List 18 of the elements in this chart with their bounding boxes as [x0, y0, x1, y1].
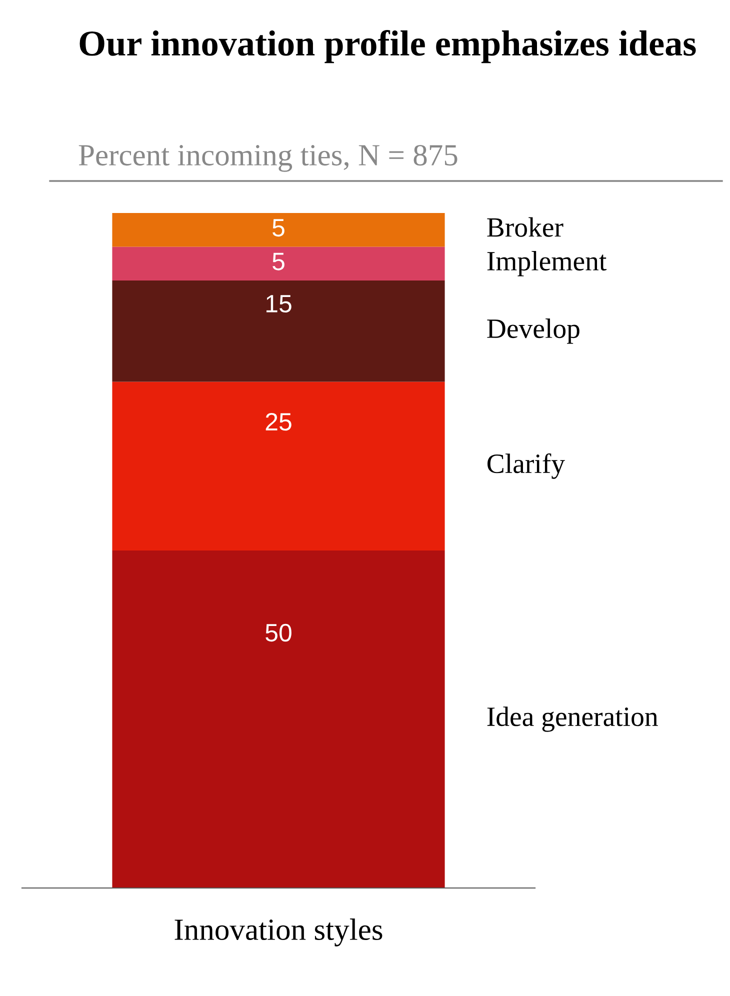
bar [112, 213, 445, 247]
chart-title: Our innovation profile emphasizes ideas [80, 30, 696, 64]
x-axis-title: Innovation styles [174, 918, 382, 946]
series-label: Develop [487, 318, 580, 344]
data-label: 5 [272, 219, 284, 237]
series-label: Clarify [488, 453, 565, 479]
data-label: 50 [266, 624, 292, 642]
series-label: Broker [487, 217, 564, 237]
bar [112, 550, 445, 888]
data-label: 15 [266, 295, 292, 313]
data-label: 25 [266, 412, 292, 431]
series-label: Implement [487, 251, 607, 276]
series-label: Idea generation [487, 706, 658, 732]
bar [112, 382, 445, 550]
bar [112, 280, 445, 382]
bar [112, 246, 445, 280]
chart-subtitle: Percent incoming ties, N = 875 [78, 144, 458, 172]
data-label: 5 [272, 252, 284, 270]
